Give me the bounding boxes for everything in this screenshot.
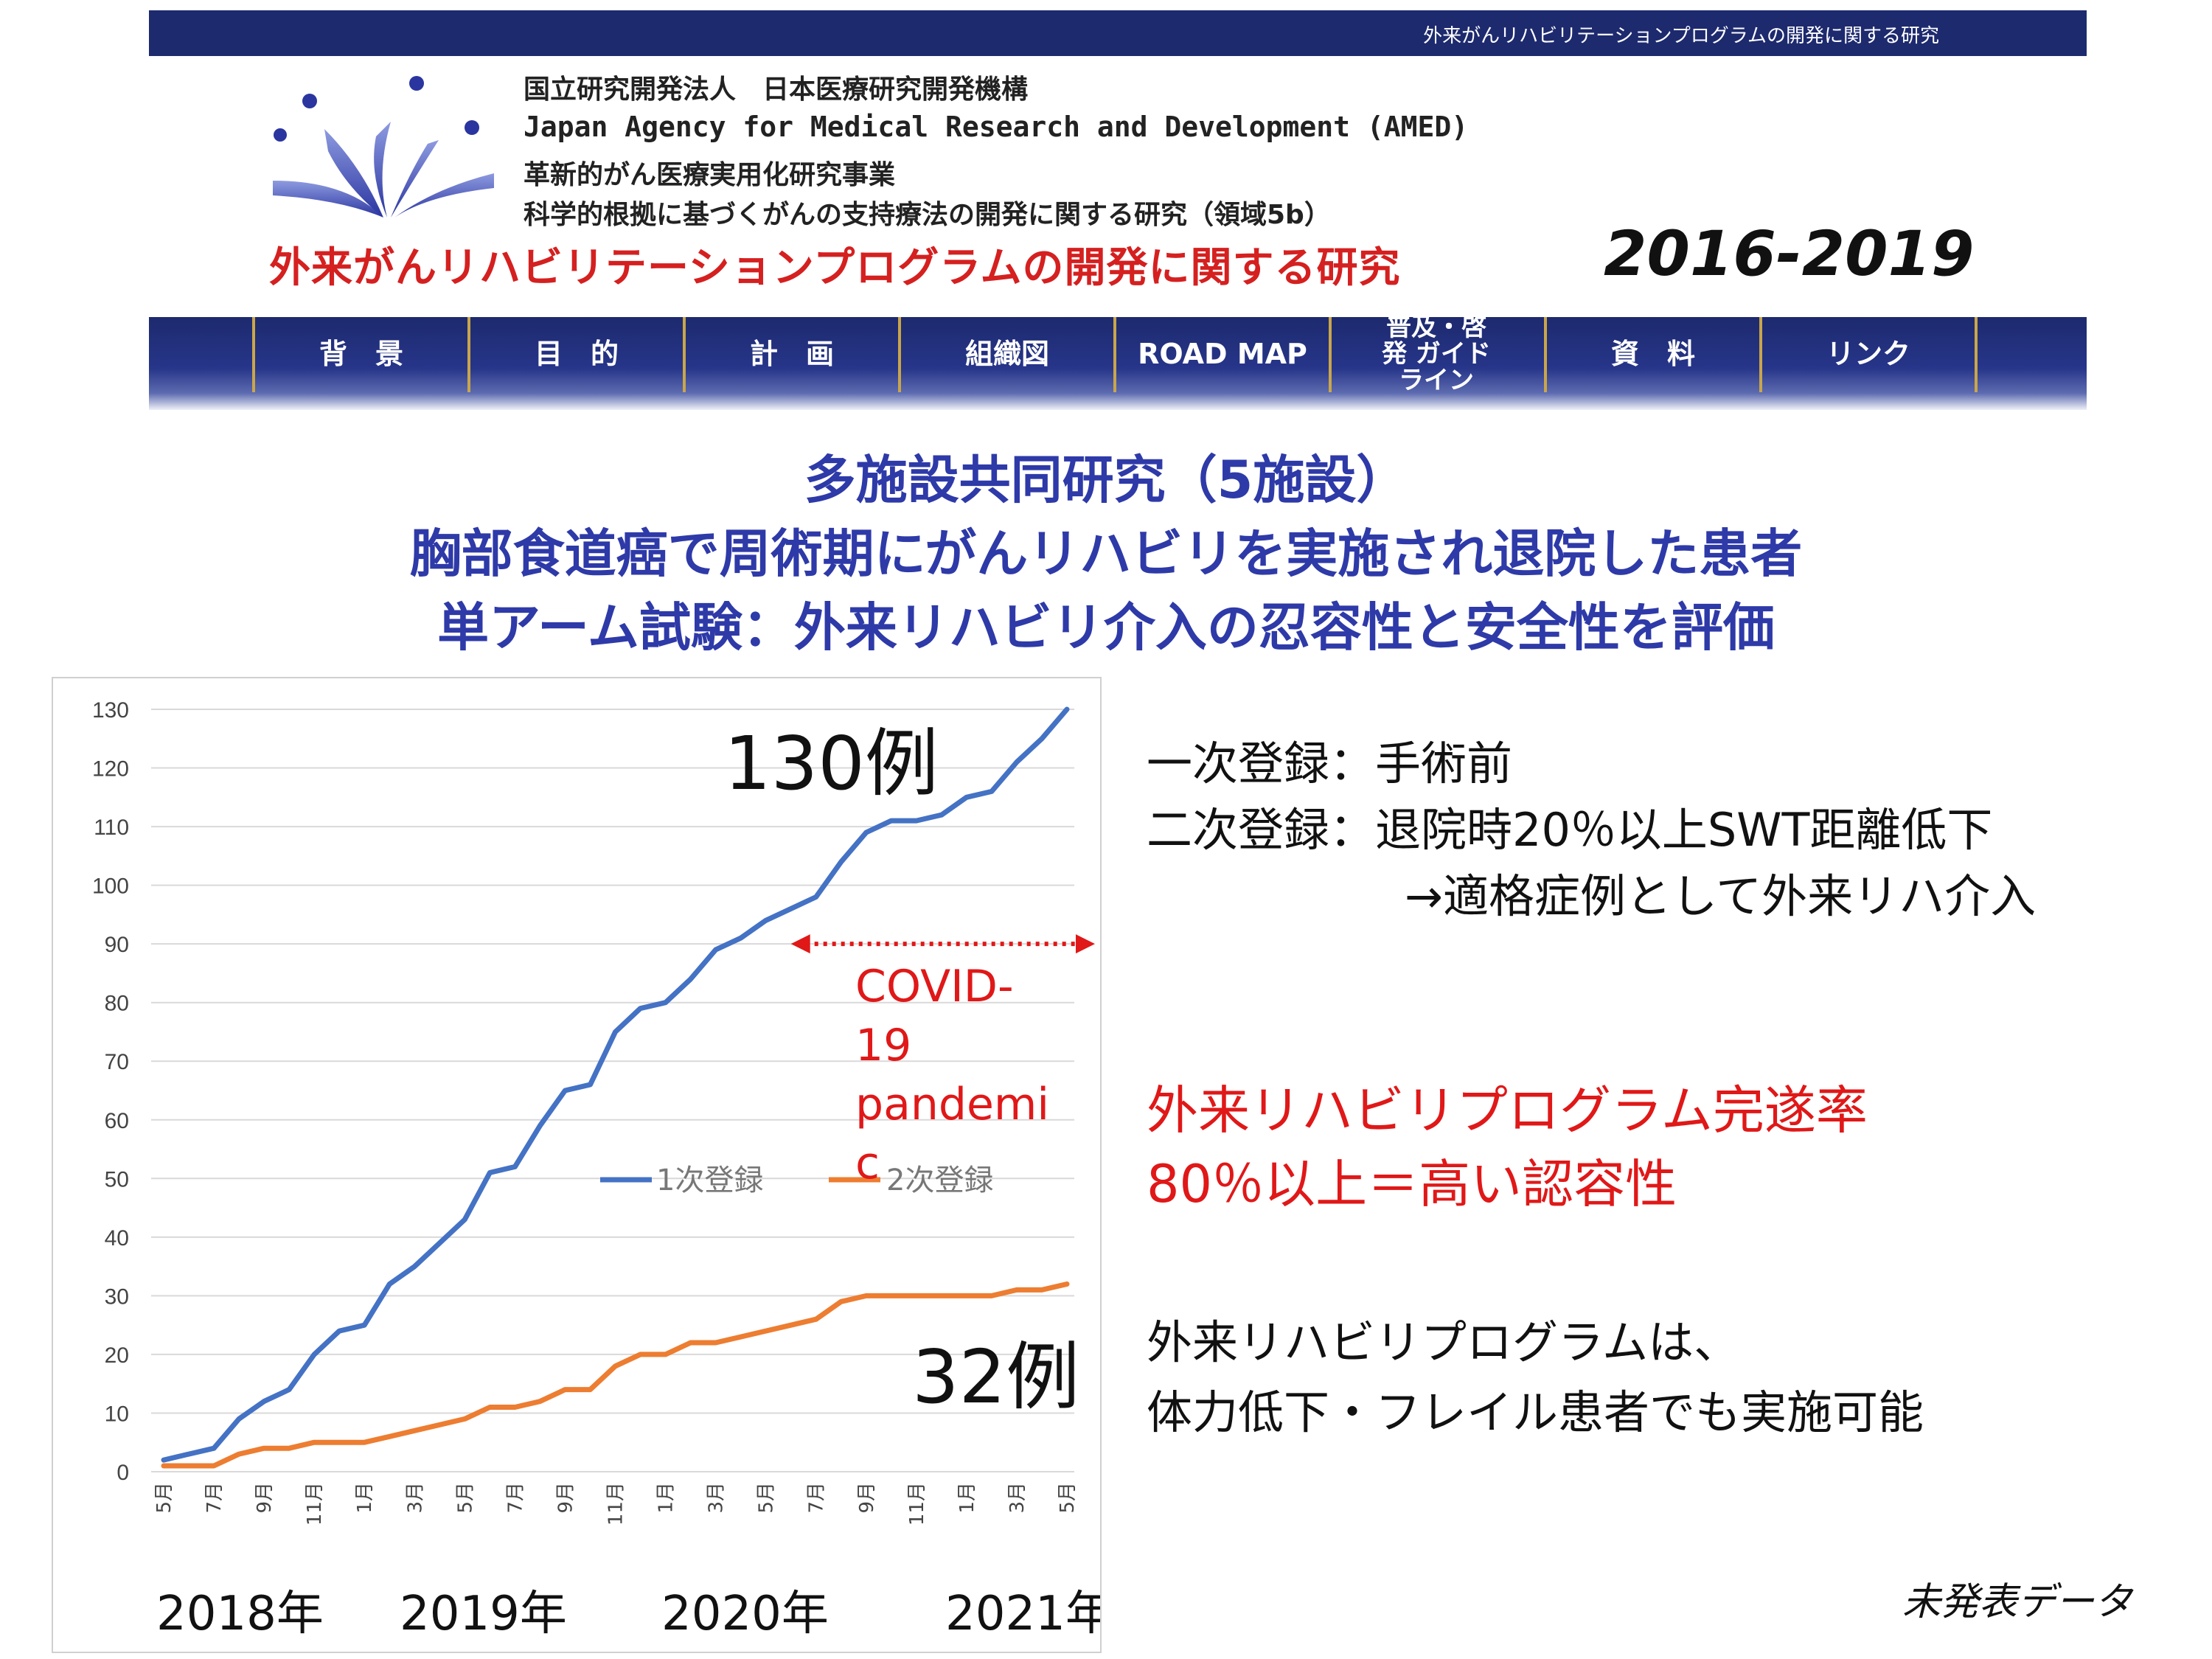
site-top-strip: 外来がんリハビリテーションプログラムの開発に関する研究 — [149, 10, 2087, 56]
site-title: 外来がんリハビリテーションプログラムの開発に関する研究 — [269, 244, 1401, 292]
main-nav: 背 景 目 的 計 画 組織図 ROAD MAP 普及・啓発 ガイドライン 資 … — [149, 315, 2087, 410]
org-name-jp: 国立研究開発法人 日本医療研究開発機構 — [524, 74, 1029, 105]
x-year-label: 2018年 — [156, 1587, 324, 1641]
site-top-strip-text: 外来がんリハビリテーションプログラムの開発に関する研究 — [1423, 25, 1939, 47]
nav-links[interactable]: リンク — [1759, 317, 1975, 392]
x-tick-label: 11月 — [906, 1482, 928, 1526]
final-primary-count: 130例 — [724, 720, 939, 807]
y-tick-label: 30 — [105, 1284, 129, 1309]
note-primary-registration: 一次登録：手術前 — [1147, 737, 1513, 790]
project-name: 科学的根拠に基づくがんの支持療法の開発に関する研究（領域5b） — [524, 200, 1331, 230]
x-tick-label: 9月 — [554, 1482, 577, 1514]
x-tick-label: 11月 — [304, 1482, 326, 1526]
legend-label-secondary: 2次登録 — [886, 1164, 993, 1197]
y-tick-label: 10 — [105, 1402, 129, 1426]
series-line-secondary — [161, 1281, 1070, 1469]
x-tick-label: 1月 — [956, 1482, 978, 1514]
note-tolerability: 80％以上＝高い認容性 — [1147, 1154, 1677, 1214]
y-tick-label: 0 — [116, 1461, 129, 1485]
note-eligible: →適格症例として外来リハ介入 — [1405, 869, 2037, 923]
y-tick-label: 110 — [94, 815, 129, 840]
x-tick-label: 1月 — [655, 1482, 678, 1514]
y-tick-label: 80 — [105, 992, 129, 1016]
y-tick-label: 60 — [105, 1109, 129, 1133]
enrollment-chart: 0 10 20 30 40 50 60 70 80 90 100 110 120 130 5月 7月 9月 11月… — [52, 677, 1102, 1653]
x-tick-label: 11月 — [605, 1482, 627, 1526]
org-name-en: Japan Agency for Medical Research and De… — [524, 111, 1469, 143]
x-year-label: 2021年 — [945, 1587, 1100, 1641]
y-tick-label: 90 — [105, 933, 129, 957]
y-tick-label: 40 — [105, 1226, 129, 1251]
y-tick-label: 130 — [92, 698, 129, 723]
nav-guidelines[interactable]: 普及・啓発 ガイドライン — [1329, 315, 1541, 394]
final-secondary-count: 32例 — [912, 1334, 1079, 1420]
headline-design: 単アーム試験：外来リハビリ介入の忍容性と安全性を評価 — [437, 597, 1775, 658]
x-tick-label: 5月 — [1057, 1482, 1079, 1514]
x-tick-label: 5月 — [454, 1482, 476, 1514]
nav-divider — [1975, 317, 1978, 392]
x-year-label: 2020年 — [661, 1587, 829, 1641]
note-secondary-registration: 二次登録：退院時20％以上SWT距離低下 — [1147, 803, 1993, 857]
legend-label-primary: 1次登録 — [656, 1164, 763, 1197]
x-tick-label: 7月 — [204, 1482, 226, 1514]
y-tick-label: 50 — [105, 1167, 129, 1192]
x-tick-label: 7月 — [806, 1482, 828, 1514]
x-tick-label: 5月 — [756, 1482, 778, 1514]
x-tick-label: 9月 — [254, 1482, 276, 1514]
note-completion-rate: 外来リハビリプログラム完遂率 — [1147, 1080, 1868, 1141]
nav-background[interactable]: 背 景 — [252, 317, 467, 392]
covid-arrow-head-left — [790, 934, 810, 954]
enrollment-chart-svg: 0 10 20 30 40 50 60 70 80 90 100 110 120 130 5月 7月 9月 11月… — [92, 698, 1100, 1641]
headline-study: 多施設共同研究（5施設） — [804, 450, 1408, 510]
series-line-primary — [161, 706, 1070, 1463]
x-tick-label: 3月 — [404, 1482, 426, 1514]
nav-organization[interactable]: 組織図 — [898, 317, 1113, 392]
note-feasibility-1: 外来リハビリプログラムは、 — [1147, 1315, 1740, 1369]
x-tick-label: 9月 — [856, 1482, 878, 1514]
nav-roadmap[interactable]: ROAD MAP — [1113, 317, 1329, 392]
y-tick-label: 120 — [92, 757, 129, 782]
program-name: 革新的がん医療実用化研究事業 — [524, 160, 896, 190]
note-feasibility-2: 体力低下・フレイル患者でも実施可能 — [1147, 1385, 1924, 1439]
y-tick-label: 100 — [92, 874, 129, 899]
nav-plan[interactable]: 計 画 — [683, 317, 898, 392]
x-year-label: 2019年 — [400, 1587, 567, 1641]
headline-population: 胸部食道癌で周術期にがんリハビリを実施され退院した患者 — [409, 524, 1803, 584]
years-label: 2016-2019 — [1604, 218, 1975, 290]
y-tick-label: 70 — [105, 1050, 129, 1074]
x-tick-label: 7月 — [504, 1482, 526, 1514]
x-tick-label: 5月 — [153, 1482, 175, 1514]
nav-materials[interactable]: 資 料 — [1544, 317, 1759, 392]
nav-purpose[interactable]: 目 的 — [467, 317, 683, 392]
unpublished-data-label: 未発表データ — [1902, 1580, 2133, 1624]
amed-logo-icon — [273, 76, 494, 218]
covid-arrow-head-right — [1076, 934, 1095, 954]
x-tick-label: 1月 — [354, 1482, 376, 1514]
y-tick-label: 20 — [105, 1343, 129, 1368]
x-tick-label: 3月 — [1006, 1482, 1029, 1514]
x-tick-label: 3月 — [706, 1482, 728, 1514]
covid-label: COVID-19 pandemi c — [855, 961, 1049, 1189]
